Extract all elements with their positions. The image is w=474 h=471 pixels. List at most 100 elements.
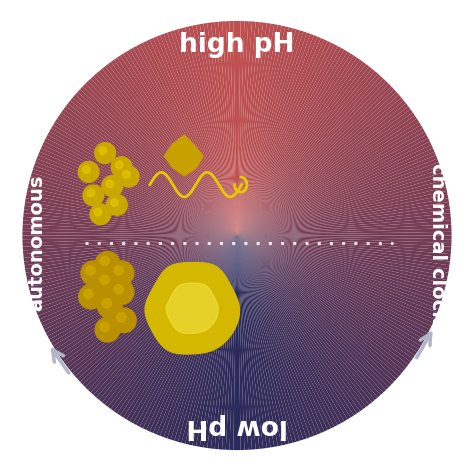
Wedge shape: [22, 205, 237, 236]
Wedge shape: [237, 236, 433, 331]
Wedge shape: [226, 236, 237, 452]
Wedge shape: [237, 220, 453, 236]
Wedge shape: [237, 236, 408, 372]
Wedge shape: [237, 236, 447, 292]
Wedge shape: [237, 137, 432, 236]
Wedge shape: [69, 236, 237, 375]
Wedge shape: [30, 236, 237, 302]
Wedge shape: [237, 28, 304, 236]
Wedge shape: [210, 20, 237, 236]
Wedge shape: [237, 114, 419, 236]
Wedge shape: [237, 20, 264, 236]
Polygon shape: [166, 283, 218, 333]
Wedge shape: [237, 88, 398, 236]
Wedge shape: [37, 236, 237, 324]
Circle shape: [111, 157, 132, 178]
Wedge shape: [95, 70, 237, 236]
Wedge shape: [237, 236, 365, 413]
Wedge shape: [237, 82, 393, 236]
Wedge shape: [173, 27, 237, 236]
Wedge shape: [36, 151, 237, 236]
Wedge shape: [60, 108, 237, 236]
Wedge shape: [237, 102, 410, 236]
Wedge shape: [37, 147, 237, 236]
Wedge shape: [233, 236, 237, 452]
Wedge shape: [237, 236, 248, 452]
Circle shape: [106, 180, 114, 187]
Wedge shape: [73, 90, 237, 236]
Wedge shape: [237, 24, 290, 236]
Wedge shape: [21, 236, 237, 251]
Circle shape: [100, 275, 109, 284]
Wedge shape: [237, 19, 248, 236]
Wedge shape: [237, 236, 370, 408]
Wedge shape: [20, 236, 237, 243]
Wedge shape: [62, 105, 237, 236]
Wedge shape: [237, 236, 274, 449]
Wedge shape: [132, 44, 237, 236]
Wedge shape: [200, 236, 237, 449]
Wedge shape: [26, 183, 237, 236]
Wedge shape: [237, 236, 308, 441]
Wedge shape: [237, 74, 385, 236]
Circle shape: [109, 261, 134, 285]
Wedge shape: [23, 236, 237, 273]
Wedge shape: [237, 60, 367, 236]
Wedge shape: [237, 236, 355, 419]
Wedge shape: [35, 154, 237, 236]
Circle shape: [83, 289, 93, 299]
Wedge shape: [237, 236, 427, 344]
Wedge shape: [237, 236, 453, 262]
Wedge shape: [237, 147, 437, 236]
Wedge shape: [30, 169, 237, 236]
Wedge shape: [237, 236, 414, 363]
Wedge shape: [237, 236, 241, 452]
Wedge shape: [119, 236, 237, 419]
Wedge shape: [135, 236, 237, 429]
Wedge shape: [23, 198, 237, 236]
Wedge shape: [218, 236, 237, 452]
Wedge shape: [237, 77, 388, 235]
Wedge shape: [42, 236, 237, 334]
Wedge shape: [237, 236, 301, 444]
Wedge shape: [113, 56, 237, 236]
Wedge shape: [237, 236, 442, 309]
Wedge shape: [184, 24, 237, 236]
Wedge shape: [237, 80, 390, 236]
Wedge shape: [44, 236, 237, 337]
Wedge shape: [237, 236, 311, 440]
Wedge shape: [237, 236, 361, 415]
Wedge shape: [104, 63, 237, 236]
Wedge shape: [100, 65, 237, 236]
Wedge shape: [237, 236, 290, 447]
Polygon shape: [164, 135, 203, 176]
Wedge shape: [89, 74, 237, 236]
Wedge shape: [76, 236, 237, 383]
Wedge shape: [86, 77, 237, 235]
Wedge shape: [181, 236, 237, 446]
Circle shape: [100, 322, 109, 332]
Wedge shape: [237, 20, 267, 236]
Wedge shape: [51, 236, 237, 350]
Wedge shape: [159, 32, 237, 236]
Wedge shape: [138, 41, 237, 236]
Wedge shape: [39, 236, 237, 327]
Wedge shape: [200, 22, 237, 236]
Wedge shape: [128, 46, 237, 236]
Wedge shape: [149, 236, 237, 435]
Wedge shape: [49, 124, 237, 236]
Wedge shape: [237, 21, 271, 236]
Wedge shape: [229, 19, 237, 236]
Wedge shape: [237, 22, 278, 236]
Wedge shape: [237, 121, 423, 236]
Wedge shape: [237, 93, 403, 236]
Wedge shape: [35, 236, 237, 317]
Wedge shape: [138, 236, 237, 430]
Wedge shape: [31, 165, 237, 236]
Wedge shape: [92, 236, 237, 399]
Wedge shape: [237, 236, 271, 450]
Wedge shape: [237, 194, 450, 236]
Wedge shape: [24, 190, 237, 236]
Wedge shape: [237, 162, 442, 236]
Wedge shape: [39, 144, 237, 236]
